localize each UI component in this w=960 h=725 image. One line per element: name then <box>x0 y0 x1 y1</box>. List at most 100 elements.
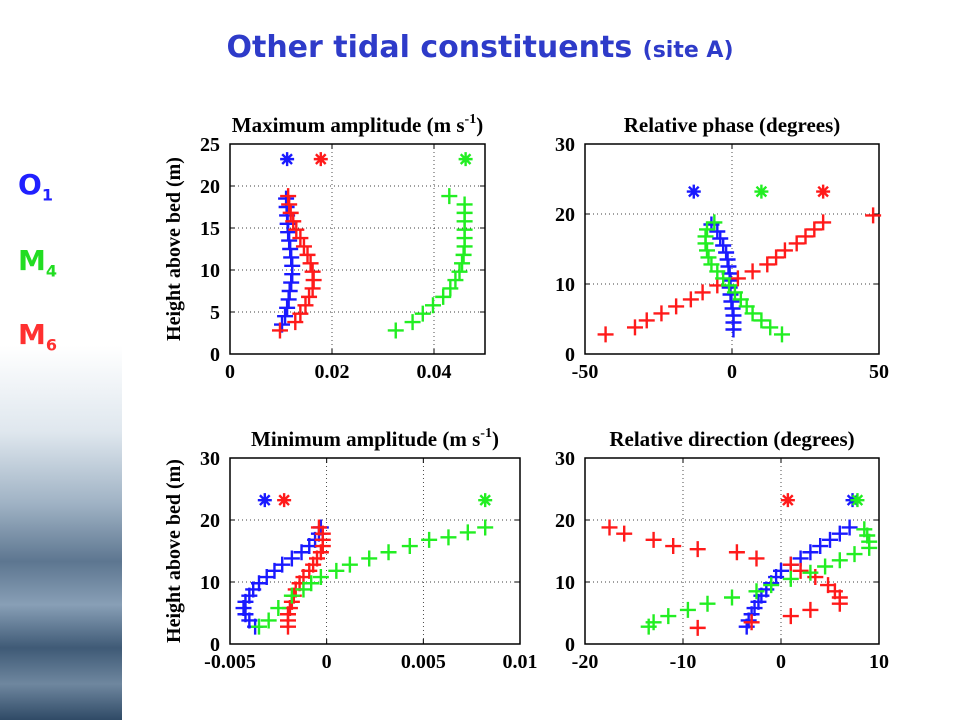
chart-title-text: Relative direction (degrees) <box>609 427 854 451</box>
series-green <box>478 493 493 508</box>
plus-marker <box>820 577 837 594</box>
plus-marker <box>712 230 729 247</box>
plus-marker <box>297 297 314 314</box>
plus-marker <box>341 556 358 573</box>
plus-marker <box>477 519 494 536</box>
legend-item: M4 <box>18 244 57 281</box>
y-tick-label: 25 <box>200 134 220 156</box>
y-tick-label: 20 <box>555 510 575 532</box>
plus-marker <box>270 600 287 617</box>
plus-marker <box>697 228 714 245</box>
y-tick-label: 30 <box>555 448 575 470</box>
series-red <box>780 493 795 508</box>
x-tick-label: 0.01 <box>503 651 538 673</box>
series-green <box>387 188 473 339</box>
slide-title: Other tidal constituents (site A) <box>0 30 960 65</box>
axes-frame <box>584 457 880 645</box>
plus-marker <box>597 326 614 343</box>
legend-sub: 1 <box>41 185 53 205</box>
plus-marker <box>271 322 288 339</box>
chart-title-text: Minimum amplitude (m s <box>251 427 480 451</box>
y-axis-label: Height above bed (m) <box>163 157 185 341</box>
series-green <box>850 493 865 508</box>
plus-marker <box>279 299 296 316</box>
x-tick-label: -0.005 <box>204 651 256 673</box>
plot-background <box>585 458 879 644</box>
plot-background <box>230 458 520 644</box>
series-blue <box>280 152 295 167</box>
plus-marker <box>812 538 829 555</box>
y-tick-label: 20 <box>555 204 575 226</box>
plus-marker <box>846 546 863 563</box>
plus-marker <box>304 263 321 280</box>
plus-marker <box>724 589 740 606</box>
plus-marker <box>441 188 458 205</box>
plus-marker <box>782 556 799 573</box>
y-tick-label: 0 <box>565 344 575 366</box>
chart-title: Relative phase (degrees) <box>624 113 841 137</box>
plus-marker <box>645 531 662 548</box>
plus-marker <box>361 550 378 567</box>
plus-marker <box>806 221 823 238</box>
plus-marker <box>435 288 452 305</box>
x-tick-label: -10 <box>670 651 697 673</box>
plot-area: 0 0.02 0.04 0 5 10 15 20 25 Maximum amplitude (m … <box>122 92 960 720</box>
plus-marker <box>699 595 716 612</box>
star-marker <box>277 493 292 508</box>
plus-marker <box>841 519 858 536</box>
chart-title-end: ) <box>476 113 483 137</box>
legend-sub: 6 <box>45 335 58 355</box>
legend-item: M6 <box>18 318 57 355</box>
star-marker <box>754 184 769 199</box>
plus-marker <box>274 556 291 573</box>
plus-marker <box>328 562 345 579</box>
plus-marker <box>773 326 790 343</box>
plus-marker <box>299 246 316 263</box>
star-marker <box>816 184 831 199</box>
y-tick-label: 15 <box>200 218 220 240</box>
series-red <box>280 519 331 635</box>
plus-marker <box>694 284 711 301</box>
plus-marker <box>287 314 304 331</box>
x-tick-label: 50 <box>869 361 889 383</box>
plus-marker <box>442 280 459 297</box>
y-tick-label: 10 <box>200 260 220 282</box>
plus-marker <box>715 237 732 254</box>
x-tick-label: 0.02 <box>315 361 350 383</box>
plus-marker <box>282 204 299 221</box>
plus-marker <box>302 255 319 272</box>
plus-marker <box>817 558 834 575</box>
plus-marker <box>281 283 298 299</box>
plus-marker <box>285 213 302 230</box>
y-tick-label: 0 <box>210 634 220 656</box>
y-tick-label: 10 <box>200 572 220 594</box>
star-marker <box>313 152 328 167</box>
plus-marker <box>401 538 418 555</box>
plus-marker <box>802 544 819 561</box>
x-tick-label: 0 <box>322 651 332 673</box>
chart-title: Minimum amplitude (m s-1) <box>251 426 499 451</box>
chart-panel: -20 -10 0 10 0 10 20 30 Relative direction (degr… <box>555 427 889 673</box>
star-marker <box>686 184 701 199</box>
plus-marker <box>295 238 312 255</box>
slide-background-top <box>0 0 960 90</box>
y-tick-label: 10 <box>555 572 575 594</box>
plus-marker <box>728 544 745 561</box>
series-red <box>277 493 292 508</box>
plus-marker <box>788 235 805 252</box>
axes-frame <box>229 143 486 355</box>
plus-marker <box>601 519 618 536</box>
y-axis-label: Height above bed (m) <box>163 459 185 643</box>
y-tick-label: 0 <box>210 344 220 366</box>
plus-marker <box>451 263 468 280</box>
series-green <box>640 521 878 635</box>
star-marker <box>257 493 272 508</box>
legend-item: O1 <box>18 168 53 205</box>
plus-marker <box>456 196 473 213</box>
plus-marker <box>744 263 761 280</box>
plus-marker <box>404 314 421 331</box>
plus-marker <box>679 601 696 618</box>
plus-marker <box>283 550 300 567</box>
